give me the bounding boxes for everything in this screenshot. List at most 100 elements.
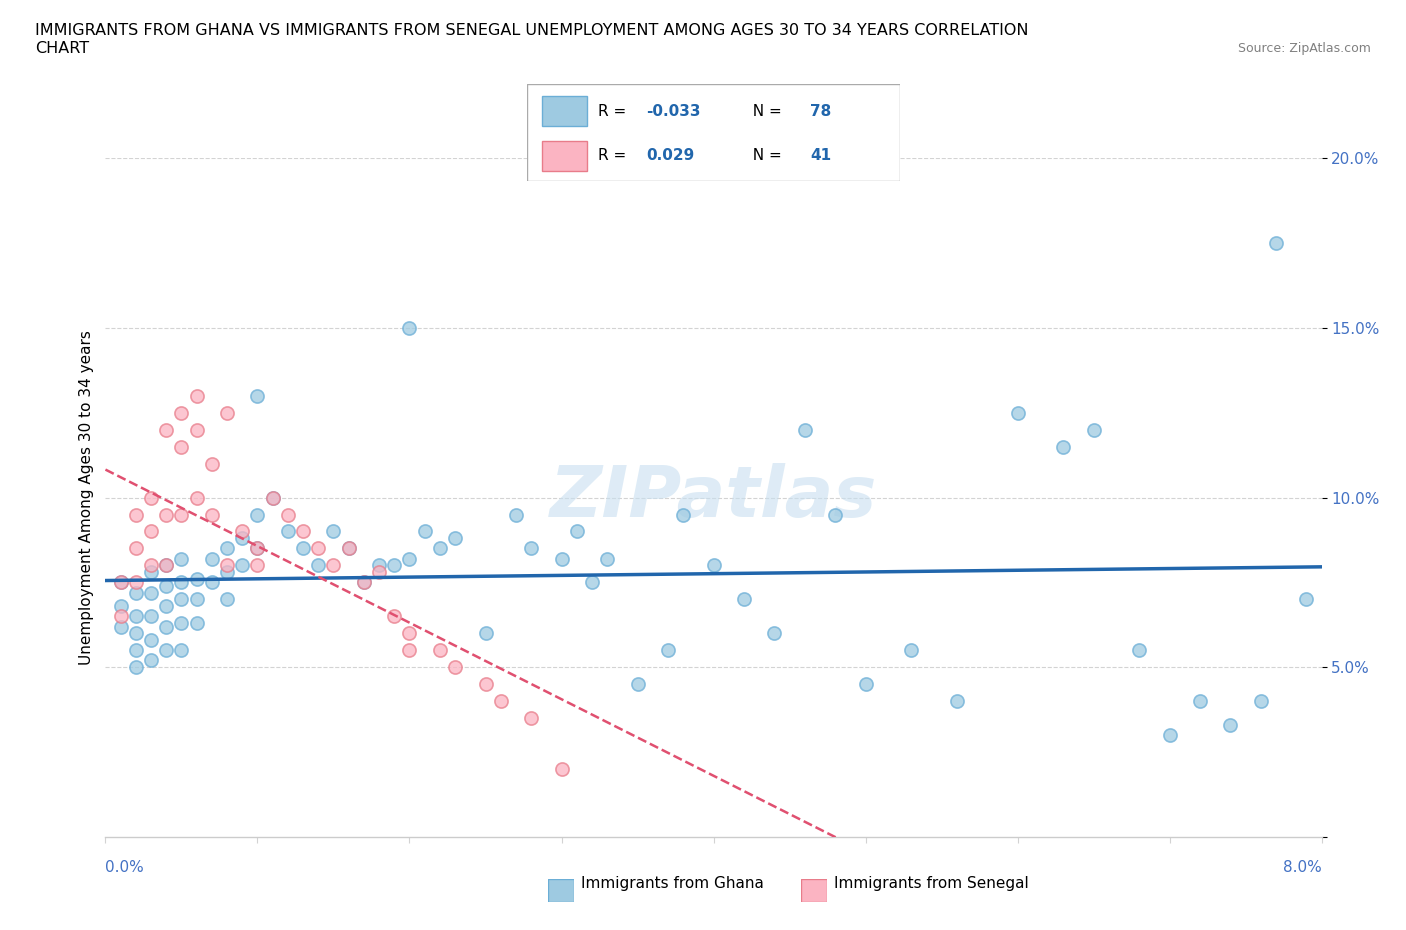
Point	[337, 541, 360, 556]
Point	[246, 541, 269, 556]
Point	[125, 507, 148, 522]
Point	[217, 541, 239, 556]
Point	[444, 660, 467, 675]
Point	[581, 575, 603, 590]
Point	[398, 626, 420, 641]
Point	[170, 616, 193, 631]
Point	[444, 531, 467, 546]
Point	[139, 490, 162, 505]
Point	[155, 558, 177, 573]
Text: R =: R =	[598, 103, 631, 118]
Point	[1083, 422, 1105, 437]
Point	[110, 599, 132, 614]
Text: -0.033: -0.033	[647, 103, 702, 118]
Point	[368, 565, 391, 579]
Text: 78: 78	[810, 103, 832, 118]
Point	[186, 572, 208, 587]
Point	[489, 694, 512, 709]
Point	[125, 609, 148, 624]
Point	[139, 653, 162, 668]
Point	[246, 389, 269, 404]
Text: N =: N =	[744, 103, 787, 118]
Point	[125, 626, 148, 641]
Point	[413, 525, 436, 539]
Text: Source: ZipAtlas.com: Source: ZipAtlas.com	[1237, 42, 1371, 55]
Point	[1219, 718, 1241, 733]
Point	[217, 558, 239, 573]
Point	[170, 643, 193, 658]
Point	[322, 558, 344, 573]
Point	[474, 626, 496, 641]
Text: 0.029: 0.029	[647, 149, 695, 164]
Point	[170, 575, 193, 590]
FancyBboxPatch shape	[527, 84, 900, 181]
Point	[201, 551, 224, 566]
Point	[217, 405, 239, 420]
Point	[155, 507, 177, 522]
Point	[1007, 405, 1029, 420]
Point	[657, 643, 679, 658]
Point	[246, 558, 269, 573]
Text: 41: 41	[810, 149, 831, 164]
Text: Immigrants from Senegal: Immigrants from Senegal	[834, 876, 1029, 891]
Point	[186, 616, 208, 631]
Point	[125, 660, 148, 675]
Point	[125, 575, 148, 590]
Point	[292, 541, 315, 556]
Point	[382, 558, 405, 573]
Point	[231, 525, 253, 539]
Point	[170, 507, 193, 522]
Point	[626, 677, 648, 692]
Point	[702, 558, 725, 573]
Point	[398, 551, 420, 566]
Point	[125, 643, 148, 658]
Point	[505, 507, 527, 522]
Point	[246, 541, 269, 556]
Point	[1052, 439, 1074, 454]
Point	[1295, 592, 1317, 607]
Point	[125, 541, 148, 556]
Point	[353, 575, 375, 590]
Point	[186, 592, 208, 607]
Point	[217, 565, 239, 579]
Point	[186, 490, 208, 505]
Y-axis label: Unemployment Among Ages 30 to 34 years: Unemployment Among Ages 30 to 34 years	[79, 330, 94, 665]
Point	[139, 565, 162, 579]
Point	[201, 457, 224, 472]
Point	[763, 626, 786, 641]
Point	[170, 592, 193, 607]
Point	[262, 490, 284, 505]
Point	[672, 507, 695, 522]
Point	[139, 632, 162, 647]
Point	[170, 551, 193, 566]
Point	[520, 711, 543, 725]
Point	[277, 525, 299, 539]
Text: IMMIGRANTS FROM GHANA VS IMMIGRANTS FROM SENEGAL UNEMPLOYMENT AMONG AGES 30 TO 3: IMMIGRANTS FROM GHANA VS IMMIGRANTS FROM…	[35, 23, 1029, 56]
Point	[155, 599, 177, 614]
Point	[550, 762, 572, 777]
Point	[262, 490, 284, 505]
Point	[139, 609, 162, 624]
Point	[793, 422, 815, 437]
Point	[398, 643, 420, 658]
Point	[170, 405, 193, 420]
Point	[125, 585, 148, 600]
Point	[110, 619, 132, 634]
Point	[231, 558, 253, 573]
Point	[368, 558, 391, 573]
Point	[292, 525, 315, 539]
Point	[520, 541, 543, 556]
Point	[217, 592, 239, 607]
Point	[398, 320, 420, 336]
Point	[900, 643, 922, 658]
Point	[201, 575, 224, 590]
Point	[155, 619, 177, 634]
Text: ZIPatlas: ZIPatlas	[550, 463, 877, 532]
Point	[596, 551, 619, 566]
Text: 8.0%: 8.0%	[1282, 860, 1322, 875]
Point	[307, 541, 329, 556]
Text: Immigrants from Ghana: Immigrants from Ghana	[581, 876, 763, 891]
FancyBboxPatch shape	[543, 97, 586, 126]
Text: R =: R =	[598, 149, 636, 164]
Point	[429, 643, 451, 658]
